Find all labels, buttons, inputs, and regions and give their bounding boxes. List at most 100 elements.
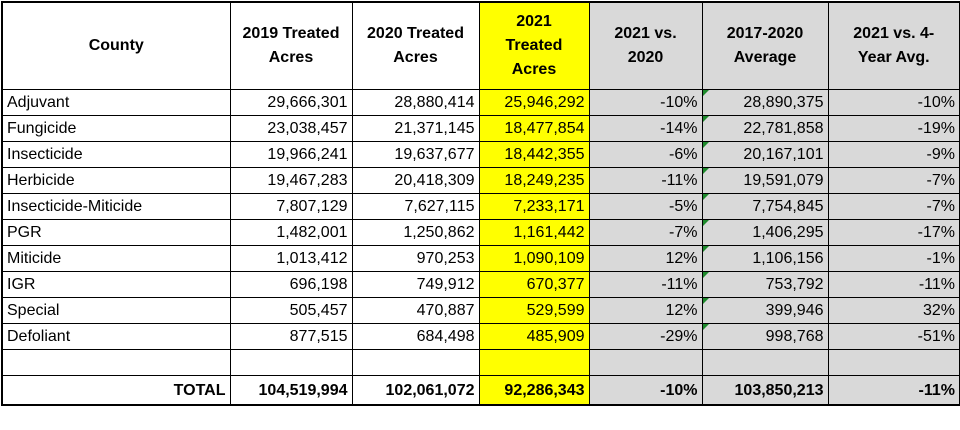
total-2017-2020-average: 103,850,213 (701, 375, 829, 406)
cell-2021-vs-2020: -5% (588, 193, 703, 220)
empty-cell (1, 349, 231, 376)
cell-2020-acres: 970,253 (351, 245, 480, 272)
cell-2021-vs-2020: -29% (588, 323, 703, 350)
cell-2019-acres: 877,515 (229, 323, 353, 350)
cell-category: Fungicide (1, 115, 231, 142)
cell-2019-acres: 29,666,301 (229, 89, 353, 116)
cell-2021-acres: 18,442,355 (478, 141, 590, 168)
table-row: Fungicide 23,038,457 21,371,145 18,477,854-… (1, 115, 960, 142)
cell-2021-acres: 7,233,171 (478, 193, 590, 220)
cell-2021-acres: 670,377 (478, 271, 590, 298)
cell-2017-2020-average: 1,106,156 (701, 245, 829, 272)
cell-2021-vs-4-year-avg: -7% (827, 167, 960, 194)
cell-2021-vs-4-year-avg: -51% (827, 323, 960, 350)
cell-category: Defoliant (1, 323, 231, 350)
cell-2020-acres: 20,418,309 (351, 167, 480, 194)
cell-2021-acres: 18,477,854 (478, 115, 590, 142)
cell-2019-acres: 696,198 (229, 271, 353, 298)
treated-acres-table: County 2019 Treated Acres 2020 Treated Acr… (1, 1, 960, 406)
cell-category: Adjuvant (1, 89, 231, 116)
cell-2021-acres: 1,090,109 (478, 245, 590, 272)
cell-2017-2020-average: 998,768 (701, 323, 829, 350)
total-label: TOTAL (1, 375, 231, 406)
cell-2017-2020-average: 28,890,375 (701, 89, 829, 116)
table-row: Insecticide 19,966,241 19,637,677 18,442,35… (1, 141, 960, 168)
cell-2021-vs-2020: -7% (588, 219, 703, 246)
cell-2021-acres: 485,909 (478, 323, 590, 350)
total-2019-acres: 104,519,994 (229, 375, 353, 406)
empty-cell (827, 349, 960, 376)
blank-row (1, 349, 960, 376)
cell-2020-acres: 21,371,145 (351, 115, 480, 142)
cell-2021-vs-2020: -11% (588, 271, 703, 298)
table-row: Insecticide-Miticide 7,807,129 7,627,115 7,… (1, 193, 960, 220)
cell-2021-vs-2020: -6% (588, 141, 703, 168)
cell-2020-acres: 19,637,677 (351, 141, 480, 168)
cell-category: PGR (1, 219, 231, 246)
cell-2021-vs-2020: -10% (588, 89, 703, 116)
table-row: IGR 696,198 749,912 670,377 -11% 753,792 -11% (1, 271, 960, 298)
cell-2021-vs-4-year-avg: -9% (827, 141, 960, 168)
cell-2021-vs-4-year-avg: 32% (827, 297, 960, 324)
cell-2019-acres: 19,966,241 (229, 141, 353, 168)
cell-2020-acres: 684,498 (351, 323, 480, 350)
total-2021-acres: 92,286,343 (478, 375, 590, 406)
header-row: County 2019 Treated Acres 2020 Treated Acr… (1, 1, 960, 90)
cell-2021-vs-4-year-avg: -7% (827, 193, 960, 220)
cell-2020-acres: 28,880,414 (351, 89, 480, 116)
cell-2020-acres: 749,912 (351, 271, 480, 298)
cell-2020-acres: 470,887 (351, 297, 480, 324)
empty-cell (701, 349, 829, 376)
header-2019-treated-acres: 2019 Treated Acres (229, 1, 353, 90)
cell-2017-2020-average: 7,754,845 (701, 193, 829, 220)
cell-category: Miticide (1, 245, 231, 272)
cell-2021-vs-2020: -11% (588, 167, 703, 194)
cell-2021-acres: 25,946,292 (478, 89, 590, 116)
header-2021-vs-2020: 2021 vs. 2020 (588, 1, 703, 90)
header-2021-treated-acres: 2021 Treated Acres (478, 1, 590, 90)
cell-2021-vs-4-year-avg: -10% (827, 89, 960, 116)
table-row: Adjuvant 29,666,301 28,880,414 25,946,292 -1… (1, 89, 960, 116)
cell-2017-2020-average: 20,167,101 (701, 141, 829, 168)
total-2021-vs-2020: -10% (588, 375, 703, 406)
table-row: Herbicide 19,467,283 20,418,309 18,249,235-… (1, 167, 960, 194)
table-row: Special 505,457 470,887 529,599 12% 399,946 32… (1, 297, 960, 324)
cell-category: Special (1, 297, 231, 324)
cell-2020-acres: 1,250,862 (351, 219, 480, 246)
cell-category: Insecticide-Miticide (1, 193, 231, 220)
cell-2020-acres: 7,627,115 (351, 193, 480, 220)
cell-2017-2020-average: 753,792 (701, 271, 829, 298)
empty-cell (588, 349, 703, 376)
cell-2021-acres: 1,161,442 (478, 219, 590, 246)
cell-2017-2020-average: 19,591,079 (701, 167, 829, 194)
cell-category: Insecticide (1, 141, 231, 168)
cell-2019-acres: 7,807,129 (229, 193, 353, 220)
cell-2021-vs-2020: 12% (588, 297, 703, 324)
cell-2019-acres: 19,467,283 (229, 167, 353, 194)
cell-2021-vs-4-year-avg: -11% (827, 271, 960, 298)
cell-2017-2020-average: 1,406,295 (701, 219, 829, 246)
total-row: TOTAL 104,519,994 102,061,072 92,286,343 -10… (1, 375, 960, 406)
table-row: Miticide 1,013,412 970,253 1,090,109 12% 1,10… (1, 245, 960, 272)
total-2021-vs-4-year-avg: -11% (827, 375, 960, 406)
empty-cell (229, 349, 353, 376)
empty-cell (478, 349, 590, 376)
cell-2017-2020-average: 22,781,858 (701, 115, 829, 142)
table-row: Defoliant 877,515 684,498 485,909 -29% 998,76… (1, 323, 960, 350)
cell-2021-vs-2020: 12% (588, 245, 703, 272)
cell-2021-vs-4-year-avg: -17% (827, 219, 960, 246)
header-2020-treated-acres: 2020 Treated Acres (351, 1, 480, 90)
cell-2021-vs-4-year-avg: -19% (827, 115, 960, 142)
cell-category: IGR (1, 271, 231, 298)
empty-cell (351, 349, 480, 376)
header-2021-vs-4-year-avg: 2021 vs. 4- Year Avg. (827, 1, 960, 90)
header-2017-2020-average: 2017-2020 Average (701, 1, 829, 90)
cell-category: Herbicide (1, 167, 231, 194)
cell-2019-acres: 1,013,412 (229, 245, 353, 272)
cell-2019-acres: 23,038,457 (229, 115, 353, 142)
total-2020-acres: 102,061,072 (351, 375, 480, 406)
header-county: County (1, 1, 231, 90)
cell-2019-acres: 505,457 (229, 297, 353, 324)
cell-2021-vs-2020: -14% (588, 115, 703, 142)
cell-2021-acres: 18,249,235 (478, 167, 590, 194)
